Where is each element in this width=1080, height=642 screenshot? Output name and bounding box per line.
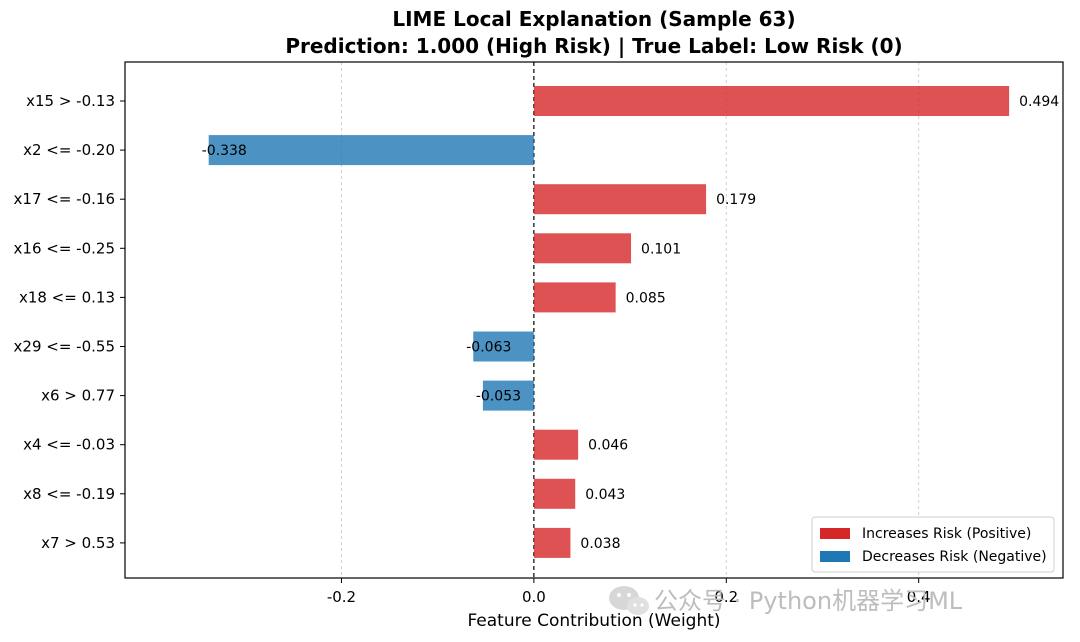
watermark: 公众号 · Python机器学习ML [609, 586, 963, 615]
x-tick-label: 0.4 [907, 588, 931, 606]
y-tick-layer: x15 > -0.13 x2 <= -0.20 x17 <= -0.16 x16 <=… [14, 92, 125, 552]
bar-4 [533, 282, 616, 313]
x-tick-layer: -0.2 0.0 0.2 0.4 [327, 578, 931, 606]
bar-3 [533, 233, 632, 264]
legend-label-negative: Decreases Risk (Negative) [862, 549, 1047, 565]
legend-label-positive: Increases Risk (Positive) [862, 526, 1031, 542]
data-label-1: -0.338 [202, 143, 247, 159]
x-axis-label: Feature Contribution (Weight) [467, 611, 720, 631]
data-label-3: 0.101 [641, 241, 681, 257]
chart-title: LIME Local Explanation (Sample 63) Predi… [285, 7, 902, 58]
data-label-layer: 0.494 -0.338 0.179 0.101 0.085 -0.063 -0.053 0.… [202, 94, 1060, 552]
bar-1 [208, 135, 534, 166]
data-label-6: -0.053 [476, 389, 521, 405]
legend-box [811, 516, 1055, 573]
y-tick-label: x8 <= -0.19 [23, 485, 115, 503]
y-tick-label: x2 <= -0.20 [23, 141, 115, 159]
y-tick-label: x18 <= 0.13 [19, 288, 115, 306]
y-tick-label: x17 <= -0.16 [14, 190, 115, 208]
data-label-7: 0.046 [588, 438, 628, 454]
legend-swatch-negative [820, 551, 850, 562]
bar-5 [473, 331, 534, 362]
data-label-5: -0.063 [466, 340, 511, 356]
y-tick-label: x15 > -0.13 [26, 92, 115, 110]
bar-0 [533, 86, 1010, 116]
data-label-8: 0.043 [585, 487, 625, 503]
plot-frame [124, 61, 1064, 579]
bar-2 [533, 184, 707, 215]
legend: Increases Risk (Positive) Decreases Risk… [811, 516, 1055, 573]
bar-layer [208, 86, 1010, 558]
bar-7 [533, 429, 579, 460]
chart-title-line-1: LIME Local Explanation (Sample 63) [392, 7, 795, 31]
y-tick-label: x16 <= -0.25 [14, 239, 115, 257]
y-tick-label: x7 > 0.53 [41, 534, 115, 552]
bar-6 [482, 380, 534, 411]
x-tick-label: -0.2 [327, 588, 356, 606]
chart-title-line-2: Prediction: 1.000 (High Risk) | True Lab… [285, 34, 902, 58]
data-label-9: 0.038 [580, 536, 620, 552]
y-tick-label: x29 <= -0.55 [14, 338, 115, 356]
watermark-text: 公众号 · Python机器学习ML [654, 587, 963, 615]
legend-swatch-positive [820, 528, 850, 539]
x-tick-label: 0.2 [714, 588, 738, 606]
y-tick-label: x4 <= -0.03 [23, 436, 115, 454]
data-label-2: 0.179 [716, 192, 756, 208]
bar-8 [533, 478, 576, 509]
y-tick-label: x6 > 0.77 [41, 387, 115, 405]
x-tick-label: 0.0 [522, 588, 546, 606]
wechat-icon [609, 586, 649, 615]
data-label-0: 0.494 [1019, 94, 1059, 110]
data-label-4: 0.085 [626, 290, 666, 306]
bar-9 [533, 527, 571, 558]
